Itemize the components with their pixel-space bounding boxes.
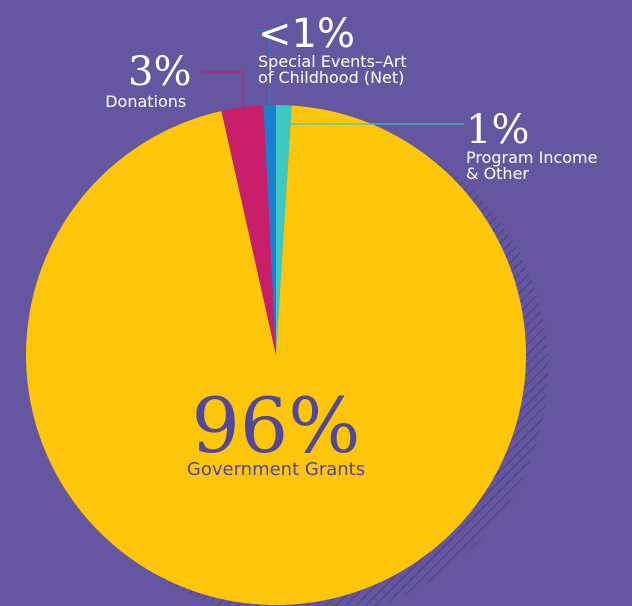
donations-percent: 3% [128,49,192,95]
pie-slices [26,105,526,605]
pie-slice-government [26,105,526,605]
special-events-percent: <1% [258,11,355,57]
government-grants-caption: Government Grants [186,459,366,480]
leader-line-donations [201,71,244,114]
leader-lines [201,29,464,125]
label-government-grants: 96% Government Grants [168,388,384,480]
label-special-events: <1% Special Events–Art of Childhood (Net… [258,14,407,86]
label-donations: 3% Donations [100,52,191,110]
pie-slice-donations [221,105,276,355]
label-program-income: 1% Program Income & Other [466,110,597,182]
leader-line-special-events [256,29,271,110]
program-income-caption-line2: & Other [466,164,529,183]
pie-slice-program [276,105,292,355]
pie-slice-special [263,105,276,355]
program-income-percent: 1% [466,107,530,153]
special-events-caption-line2: of Childhood (Net) [258,68,405,87]
donations-caption: Donations [105,92,187,111]
special-events-caption-line1: Special Events–Art [258,52,407,71]
program-income-caption-line1: Program Income [466,148,598,167]
government-grants-percent: 96% [191,381,361,470]
